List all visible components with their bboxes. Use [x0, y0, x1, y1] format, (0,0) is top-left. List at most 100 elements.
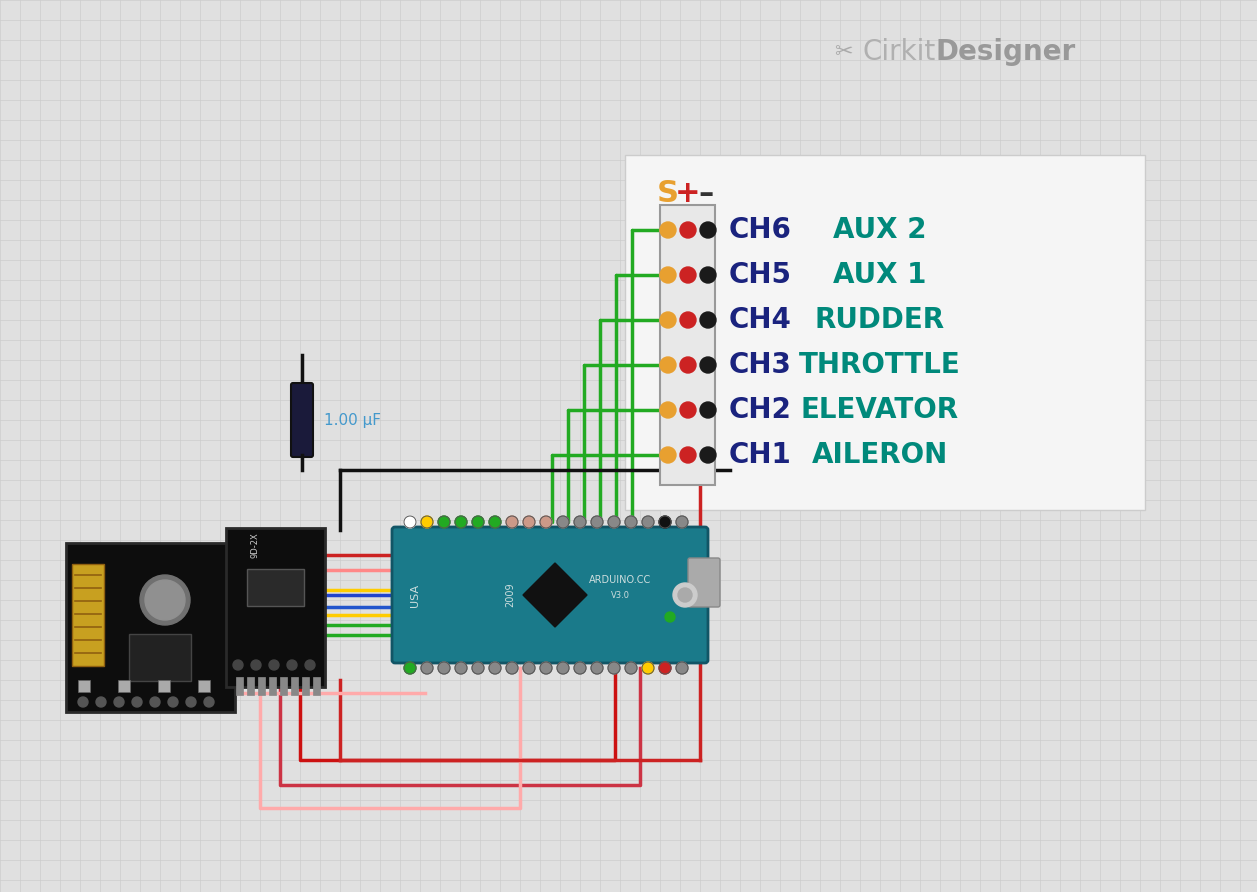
Circle shape: [608, 516, 620, 528]
Text: Designer: Designer: [935, 38, 1075, 66]
FancyBboxPatch shape: [199, 680, 210, 692]
Circle shape: [114, 697, 124, 707]
FancyBboxPatch shape: [313, 677, 321, 695]
Circle shape: [168, 697, 178, 707]
Circle shape: [665, 612, 675, 622]
Text: USA: USA: [410, 583, 420, 607]
FancyBboxPatch shape: [78, 680, 91, 692]
Circle shape: [625, 516, 637, 528]
Circle shape: [471, 516, 484, 528]
FancyBboxPatch shape: [236, 677, 243, 695]
Text: +: +: [675, 178, 701, 208]
Circle shape: [680, 312, 696, 328]
Circle shape: [676, 662, 688, 674]
FancyBboxPatch shape: [246, 569, 304, 606]
Circle shape: [150, 697, 160, 707]
Circle shape: [591, 516, 603, 528]
Circle shape: [541, 516, 552, 528]
Circle shape: [233, 660, 243, 670]
Circle shape: [700, 267, 716, 283]
Text: S: S: [657, 178, 679, 208]
Circle shape: [305, 660, 316, 670]
Circle shape: [680, 447, 696, 463]
Circle shape: [507, 662, 518, 674]
Circle shape: [287, 660, 297, 670]
Circle shape: [145, 580, 185, 620]
Circle shape: [680, 222, 696, 238]
Circle shape: [489, 516, 502, 528]
Circle shape: [523, 662, 535, 674]
FancyBboxPatch shape: [118, 680, 129, 692]
Text: THROTTLE: THROTTLE: [799, 351, 960, 379]
Circle shape: [676, 516, 688, 528]
Circle shape: [660, 357, 676, 373]
Text: CH5: CH5: [729, 261, 792, 289]
Circle shape: [660, 222, 676, 238]
Circle shape: [403, 516, 416, 528]
Circle shape: [557, 662, 569, 674]
Circle shape: [96, 697, 106, 707]
Text: 2009: 2009: [505, 582, 515, 607]
Circle shape: [591, 662, 603, 674]
Circle shape: [251, 660, 261, 670]
FancyBboxPatch shape: [688, 558, 720, 607]
Text: V3.0: V3.0: [611, 591, 630, 599]
Circle shape: [608, 662, 620, 674]
Text: CH3: CH3: [729, 351, 792, 379]
Circle shape: [455, 516, 468, 528]
Text: RUDDER: RUDDER: [815, 306, 945, 334]
Text: ARDUINO.CC: ARDUINO.CC: [588, 575, 651, 585]
Circle shape: [642, 662, 654, 674]
Text: Cirkit: Cirkit: [862, 38, 935, 66]
Circle shape: [437, 516, 450, 528]
Polygon shape: [523, 563, 587, 627]
FancyBboxPatch shape: [392, 527, 708, 663]
FancyBboxPatch shape: [625, 155, 1145, 510]
Circle shape: [680, 267, 696, 283]
FancyBboxPatch shape: [158, 680, 170, 692]
Circle shape: [269, 660, 279, 670]
FancyBboxPatch shape: [67, 543, 235, 712]
Circle shape: [489, 662, 502, 674]
Circle shape: [700, 312, 716, 328]
Circle shape: [132, 697, 142, 707]
FancyBboxPatch shape: [269, 677, 277, 695]
FancyBboxPatch shape: [226, 528, 326, 687]
FancyBboxPatch shape: [258, 677, 265, 695]
Circle shape: [507, 516, 518, 528]
FancyBboxPatch shape: [129, 634, 191, 681]
Text: ✂: ✂: [833, 42, 852, 62]
Circle shape: [204, 697, 214, 707]
Circle shape: [523, 516, 535, 528]
FancyBboxPatch shape: [72, 564, 104, 666]
Circle shape: [421, 662, 432, 674]
Text: AUX 1: AUX 1: [833, 261, 926, 289]
FancyBboxPatch shape: [660, 205, 715, 485]
Circle shape: [455, 662, 468, 674]
Circle shape: [680, 402, 696, 418]
FancyBboxPatch shape: [280, 677, 287, 695]
FancyBboxPatch shape: [246, 677, 254, 695]
Circle shape: [700, 357, 716, 373]
Circle shape: [574, 516, 586, 528]
FancyBboxPatch shape: [292, 677, 298, 695]
Circle shape: [700, 402, 716, 418]
Text: AUX 2: AUX 2: [833, 216, 926, 244]
Circle shape: [403, 662, 416, 674]
Text: CH2: CH2: [729, 396, 792, 424]
Text: 1.00 μF: 1.00 μF: [324, 412, 381, 427]
Circle shape: [186, 697, 196, 707]
Circle shape: [660, 267, 676, 283]
Circle shape: [574, 662, 586, 674]
Text: CH6: CH6: [729, 216, 792, 244]
Text: CH4: CH4: [729, 306, 792, 334]
Circle shape: [421, 516, 432, 528]
Circle shape: [659, 662, 671, 674]
Circle shape: [660, 402, 676, 418]
Circle shape: [625, 662, 637, 674]
FancyBboxPatch shape: [292, 383, 313, 457]
Circle shape: [659, 516, 671, 528]
Text: 9D-2X: 9D-2X: [250, 533, 259, 558]
Circle shape: [672, 583, 696, 607]
Text: ELEVATOR: ELEVATOR: [801, 396, 959, 424]
